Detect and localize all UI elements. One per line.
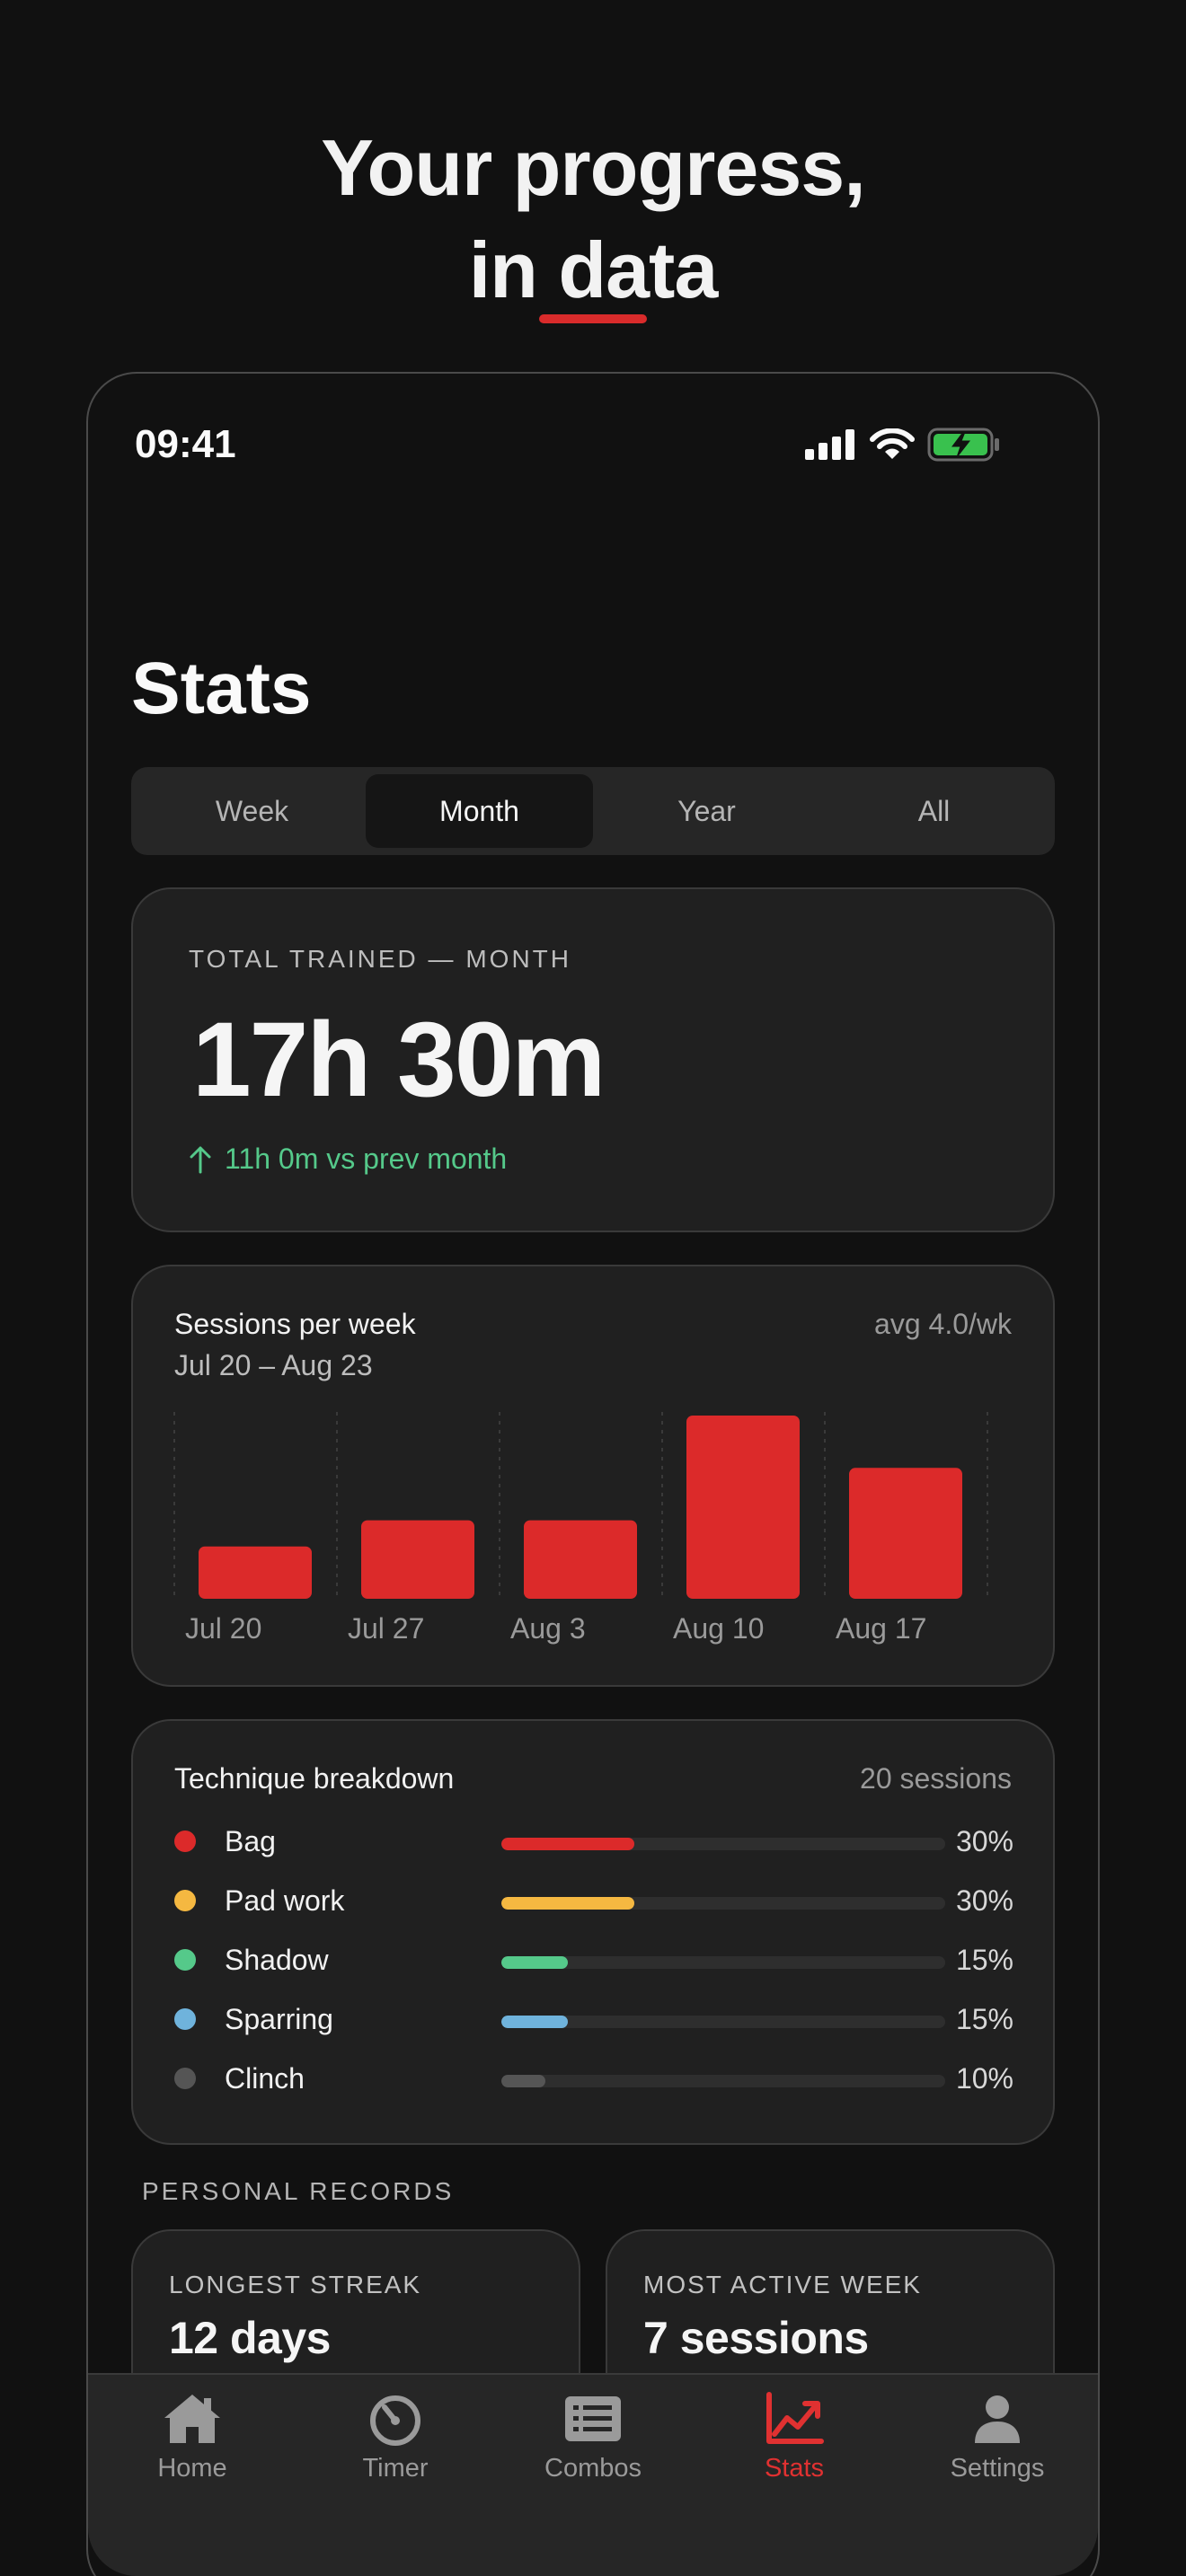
- technique-name: Pad work: [225, 1884, 345, 1917]
- chart-x-label: Aug 3: [510, 1612, 586, 1645]
- list-icon: [565, 2396, 621, 2441]
- chart-average: avg 4.0/wk: [874, 1308, 1012, 1340]
- sessions-bar-chart: Jul 20 Jul 27 Aug 3 Aug 10 Aug 17: [173, 1412, 988, 1645]
- technique-row: Sparring 15%: [174, 1998, 1013, 2041]
- technique-name: Sparring: [225, 2003, 333, 2035]
- total-delta: 11h 0m vs prev month: [189, 1142, 507, 1176]
- record-label: LONGEST STREAK: [169, 2271, 422, 2298]
- tab-label: Settings: [950, 2454, 1045, 2483]
- technique-bar-track: [501, 2075, 945, 2087]
- chart-bar[interactable]: [686, 1416, 800, 1599]
- headline-line-2: in data: [468, 225, 719, 314]
- chart-x-label: Jul 27: [348, 1612, 424, 1645]
- tab-label: Timer: [362, 2454, 429, 2483]
- technique-session-count: 20 sessions: [860, 1762, 1012, 1795]
- segment-month[interactable]: Month: [366, 774, 593, 848]
- personal-records-heading: PERSONAL RECORDS: [142, 2177, 455, 2205]
- chart-bar[interactable]: [849, 1468, 962, 1599]
- sessions-chart-card: Sessions per week Jul 20 – Aug 23 avg 4.…: [131, 1265, 1055, 1687]
- technique-color-dot: [174, 1890, 196, 1911]
- technique-row: Bag 30%: [174, 1820, 1013, 1863]
- technique-color-dot: [174, 2008, 196, 2030]
- chart-bar[interactable]: [524, 1520, 637, 1599]
- technique-percent: 30%: [955, 1825, 1013, 1857]
- page-title: Stats: [131, 648, 312, 729]
- tab-label: Stats: [764, 2454, 825, 2483]
- technique-percent: 30%: [955, 1884, 1013, 1917]
- person-icon: [975, 2395, 1020, 2443]
- technique-bar-fill: [501, 2075, 546, 2087]
- technique-color-dot: [174, 1949, 196, 1971]
- chart-x-label: Aug 10: [673, 1612, 764, 1645]
- headline: Your progress, in data: [0, 117, 1186, 323]
- technique-breakdown-card: Technique breakdown 20 sessions Bag 30% Pa…: [131, 1719, 1055, 2145]
- chart-icon: [766, 2392, 824, 2444]
- tab-home[interactable]: Home: [111, 2391, 273, 2499]
- arrow-up-icon: [190, 1146, 211, 1173]
- technique-color-dot: [174, 1831, 196, 1852]
- total-delta-text: 11h 0m vs prev month: [225, 1142, 508, 1175]
- technique-bar-fill: [501, 1838, 635, 1850]
- tab-label: Home: [157, 2454, 227, 2483]
- headline-line-1: Your progress,: [321, 123, 865, 212]
- technique-bar-track: [501, 1838, 945, 1850]
- technique-bar-track: [501, 2016, 945, 2028]
- chart-bar[interactable]: [199, 1546, 312, 1599]
- technique-percent: 15%: [955, 1944, 1013, 1976]
- tab-bar: Home Timer Combos Stats Settings: [88, 2373, 1098, 2576]
- segment-year[interactable]: Year: [677, 794, 736, 827]
- total-label: TOTAL TRAINED — MONTH: [189, 945, 571, 973]
- timer-icon: [370, 2395, 420, 2446]
- technique-percent: 15%: [955, 2003, 1013, 2035]
- status-time: 09:41: [135, 422, 236, 466]
- tab-stats[interactable]: Stats: [713, 2391, 875, 2499]
- battery-icon: [927, 428, 999, 462]
- total-value: 17h 30m: [192, 1001, 606, 1119]
- chart-x-label: Aug 17: [836, 1612, 926, 1645]
- wifi-icon: [870, 428, 915, 459]
- record-value: 12 days: [169, 2313, 331, 2363]
- technique-bar-track: [501, 1956, 945, 1969]
- tab-settings[interactable]: Settings: [916, 2391, 1078, 2499]
- technique-row: Pad work 30%: [174, 1879, 1013, 1922]
- technique-row: Shadow 15%: [174, 1938, 1013, 1981]
- chart-bar[interactable]: [361, 1520, 474, 1599]
- technique-title: Technique breakdown: [174, 1762, 455, 1795]
- signal-icon: [805, 429, 854, 460]
- technique-bar-track: [501, 1897, 945, 1910]
- technique-name: Clinch: [225, 2062, 305, 2095]
- segment-all[interactable]: All: [917, 794, 951, 827]
- technique-color-dot: [174, 2068, 196, 2089]
- technique-name: Shadow: [225, 1944, 329, 1976]
- tab-combos[interactable]: Combos: [512, 2391, 674, 2499]
- home-icon: [164, 2395, 220, 2443]
- chart-range: Jul 20 – Aug 23: [174, 1349, 373, 1381]
- period-segmented-control: Week Month Year All: [131, 767, 1055, 855]
- technique-percent: 10%: [955, 2062, 1013, 2095]
- technique-bar-fill: [501, 2016, 569, 2028]
- technique-bar-fill: [501, 1956, 569, 1969]
- technique-name: Bag: [225, 1825, 276, 1857]
- total-trained-card: TOTAL TRAINED — MONTH 17h 30m 11h 0m vs …: [131, 887, 1055, 1232]
- status-icons: [805, 422, 1001, 467]
- record-value: 7 sessions: [643, 2313, 869, 2363]
- tab-label: Combos: [544, 2454, 642, 2483]
- chart-x-label: Jul 20: [185, 1612, 261, 1645]
- headline-underline: [539, 314, 647, 323]
- record-label: MOST ACTIVE WEEK: [643, 2271, 922, 2298]
- technique-bar-fill: [501, 1897, 635, 1910]
- tab-timer[interactable]: Timer: [314, 2391, 476, 2499]
- chart-title: Sessions per week: [174, 1308, 416, 1340]
- technique-row: Clinch 10%: [174, 2057, 1013, 2100]
- segment-week[interactable]: Week: [215, 794, 289, 827]
